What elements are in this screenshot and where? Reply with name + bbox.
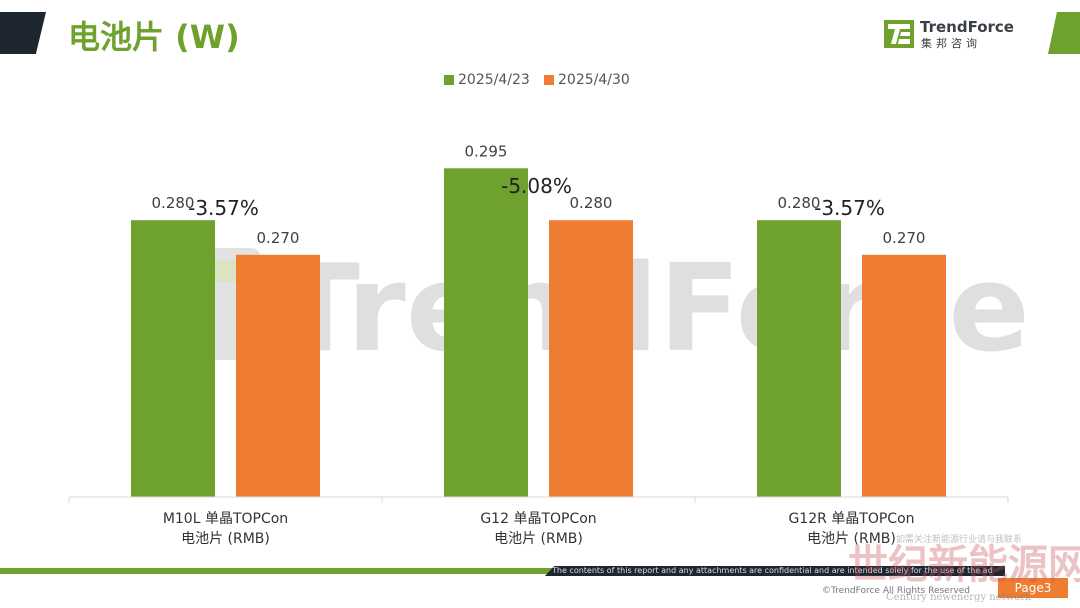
- bar-chart: TrendForce 2025/4/23 2025/4/30 0.2800.295…: [68, 72, 1030, 547]
- trendforce-logo-icon: [884, 20, 914, 48]
- data-label-s1-c2: 0.270: [883, 229, 926, 247]
- bar-s0-c1: [444, 168, 528, 498]
- overlay-watermark-sub: 如需关注新能源行业请与我联系: [896, 535, 1023, 545]
- trendforce-logo: TrendForce 集邦咨询: [884, 18, 1024, 50]
- legend-label-1: 2025/4/30: [558, 72, 630, 88]
- bar-s1-c2: [862, 254, 946, 497]
- footer-green-stripe: [0, 568, 560, 574]
- data-label-s0-c1: 0.295: [465, 142, 508, 160]
- chart-legend: 2025/4/23 2025/4/30: [444, 72, 630, 88]
- data-label-s0-c2: 0.280: [778, 194, 821, 212]
- legend-swatch-0: [444, 75, 454, 85]
- data-label-s0-c0: 0.280: [152, 194, 195, 212]
- legend-swatch-1: [544, 75, 554, 85]
- x-tick-label-1-1: 电池片 (RMB): [494, 531, 583, 547]
- bar-s0-c0: [131, 220, 215, 497]
- change-annotation-1: -5.08%: [501, 174, 572, 198]
- bar-s1-c1: [549, 220, 633, 497]
- x-tick-label-0-0: M10L 单晶TOPCon: [163, 511, 288, 527]
- change-annotation-2: -3.57%: [814, 196, 885, 220]
- data-label-s1-c1: 0.280: [570, 194, 613, 212]
- footer-bar: [0, 566, 1080, 578]
- overlay-watermark-cn: 世纪新能源网: [848, 542, 1080, 588]
- page-title: 电池片 (W): [68, 18, 240, 56]
- bar-s1-c0: [236, 254, 320, 497]
- x-tick-label-2-0: G12R 单晶TOPCon: [788, 511, 914, 527]
- footer-disclaimer: The contents of this report and any atta…: [552, 566, 992, 575]
- header-right-accent: [1048, 12, 1080, 54]
- x-tick-label-1-0: G12 单晶TOPCon: [480, 511, 596, 527]
- change-annotation-0: -3.57%: [188, 196, 259, 220]
- footer-copyright: ©TrendForce All Rights Reserved: [822, 586, 970, 596]
- data-labels: 0.280 0.295 0.280 0.270 0.280 0.270 -3.57% -5.0…: [152, 142, 926, 247]
- page-number: Page3: [998, 578, 1068, 598]
- data-label-s1-c0: 0.270: [257, 229, 300, 247]
- logo-subtitle: 集邦咨询: [921, 37, 981, 50]
- x-tick-label-2-1: 电池片 (RMB): [807, 531, 896, 547]
- logo-name: TrendForce: [920, 18, 1014, 36]
- overlay-watermark-en: Century newenergy network: [886, 592, 1032, 603]
- legend-label-0: 2025/4/23: [458, 72, 530, 88]
- header-left-accent: [0, 12, 46, 54]
- footer-dark-stripe: [545, 566, 1005, 576]
- bar-s0-c2: [757, 220, 841, 497]
- x-axis: M10L 单晶TOPCon 电池片 (RMB) G12 单晶TOPCon 电池片 (R…: [68, 496, 1009, 547]
- bars: [131, 168, 946, 498]
- x-tick-label-0-1: 电池片 (RMB): [181, 531, 270, 547]
